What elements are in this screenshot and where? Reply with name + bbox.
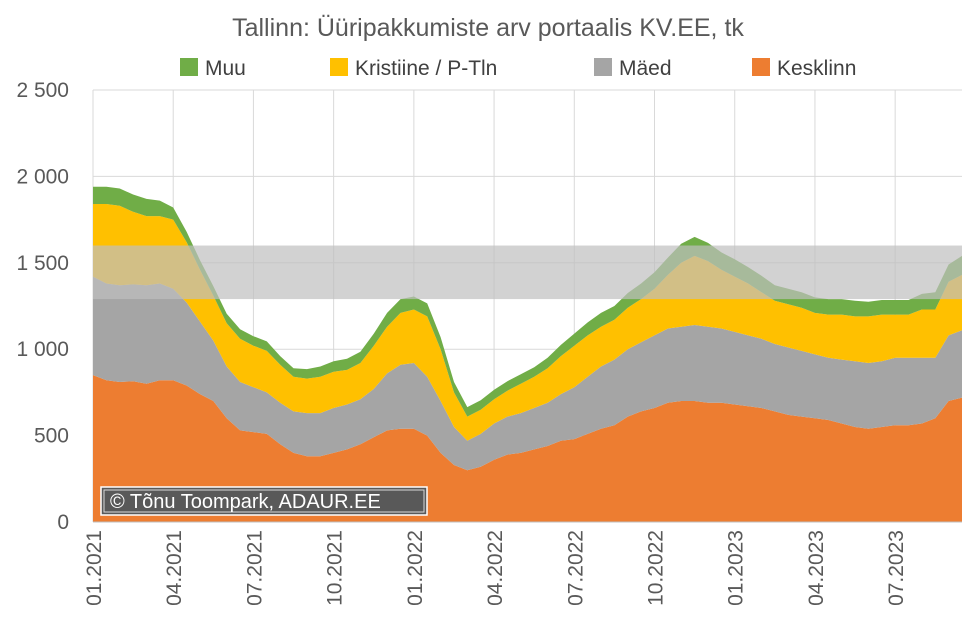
legend-label-kesklinn: Kesklinn (777, 57, 856, 80)
x-tick-label-10: 07.2023 (885, 530, 908, 606)
y-tick-label-3: 1 500 (16, 252, 69, 275)
x-tick-label-0: 01.2021 (83, 530, 106, 606)
x-tick-label-4: 01.2022 (404, 530, 427, 606)
copyright-text: © Tõnu Toompark, ADAUR.EE (110, 491, 381, 513)
legend-label-kristiine-p-tln: Kristiine / P-Tln (355, 57, 497, 80)
x-tick-label-5: 04.2022 (484, 530, 507, 606)
y-tick-label-4: 2 000 (16, 165, 69, 188)
x-tick-label-1: 04.2021 (163, 530, 186, 606)
legend-swatch-m-ed (594, 58, 612, 76)
x-tick-label-2: 07.2021 (243, 530, 266, 606)
legend: Muu Kristiine / P-Tln Mäed Kesklinn (180, 57, 856, 80)
y-tick-label-1: 500 (34, 425, 69, 448)
x-tick-label-3: 10.2021 (324, 530, 347, 606)
y-tick-label-0: 0 (57, 511, 69, 534)
legend-swatch-kristiine-p-tln (330, 58, 348, 76)
target-range-band (93, 245, 962, 300)
chart-title: Tallinn: Üüripakkumiste arv portaalis KV… (232, 14, 744, 42)
copyright-box: © Tõnu Toompark, ADAUR.EE (100, 486, 428, 516)
y-tick-label-5: 2 500 (16, 79, 69, 102)
x-tick-label-7: 10.2022 (645, 530, 668, 606)
legend-label-muu: Muu (205, 57, 246, 80)
x-tick-label-8: 01.2023 (725, 530, 748, 606)
x-tick-label-9: 04.2023 (805, 530, 828, 606)
y-tick-label-2: 1 000 (16, 338, 69, 361)
legend-label-m-ed: Mäed (619, 57, 672, 80)
y-axis-ticks: 0 500 1 000 1 500 2 000 2 500 (16, 79, 69, 534)
x-axis-ticks: 01.2021 04.2021 07.2021 10.2021 01.2022 04.20… (83, 530, 908, 606)
area-muu (93, 186, 962, 417)
legend-swatch-kesklinn (752, 58, 770, 76)
area-kesklinn (93, 375, 962, 522)
x-tick-label-6: 07.2022 (564, 530, 587, 606)
area-kristiine-p-tln (93, 204, 962, 441)
area-series (93, 186, 962, 522)
area-m-ed (93, 276, 962, 471)
legend-swatch-muu (180, 58, 198, 76)
